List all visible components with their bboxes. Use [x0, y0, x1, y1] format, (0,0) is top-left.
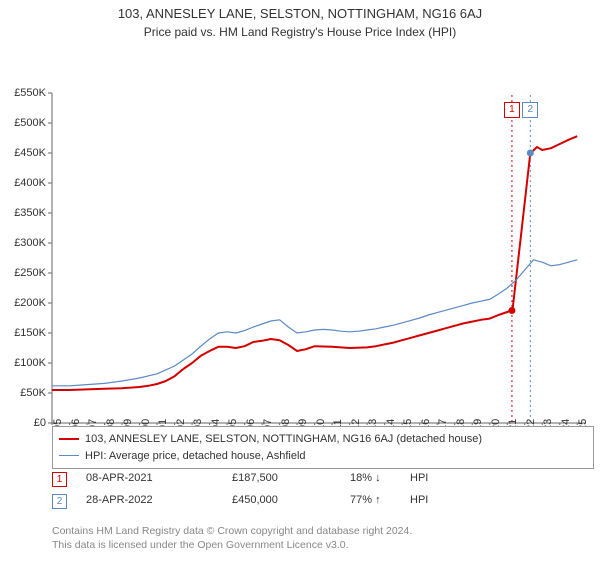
ytick-label: £250K: [0, 267, 46, 279]
chart-title: 103, ANNESLEY LANE, SELSTON, NOTTINGHAM,…: [0, 6, 600, 21]
marker-point: [508, 307, 515, 314]
ytick-label: £450K: [0, 147, 46, 159]
legend-label: 103, ANNESLEY LANE, SELSTON, NOTTINGHAM,…: [85, 433, 482, 445]
legend-swatch: [59, 438, 79, 440]
tx-date: 08-APR-2021: [86, 472, 153, 484]
tx-price: £187,500: [232, 472, 278, 484]
ytick-label: £150K: [0, 327, 46, 339]
tx-marker: 1: [52, 472, 79, 487]
tx-marker-icon: 1: [52, 472, 67, 487]
marker-tag: 2: [522, 102, 538, 118]
legend: 103, ANNESLEY LANE, SELSTON, NOTTINGHAM,…: [52, 426, 594, 469]
ytick-label: £300K: [0, 237, 46, 249]
footer-attribution: Contains HM Land Registry data © Crown c…: [52, 524, 412, 552]
tx-pct: 77% ↑: [350, 494, 381, 506]
tx-marker-icon: 2: [52, 494, 67, 509]
legend-item: HPI: Average price, detached house, Ashf…: [59, 448, 587, 465]
tx-vs: HPI: [410, 494, 428, 506]
ytick-label: £200K: [0, 297, 46, 309]
tx-marker: 2: [52, 494, 79, 509]
footer-line2: This data is licensed under the Open Gov…: [52, 538, 412, 552]
marker-tag: 1: [504, 102, 520, 118]
ytick-label: £400K: [0, 177, 46, 189]
tx-vs: HPI: [410, 472, 428, 484]
legend-item: 103, ANNESLEY LANE, SELSTON, NOTTINGHAM,…: [59, 431, 587, 448]
ytick-label: £550K: [0, 87, 46, 99]
series-price_paid: [52, 136, 577, 390]
series-hpi: [52, 260, 577, 386]
ytick-label: £350K: [0, 207, 46, 219]
chart-subtitle: Price paid vs. HM Land Registry's House …: [0, 25, 600, 39]
legend-label: HPI: Average price, detached house, Ashf…: [85, 450, 306, 462]
ytick-label: £0: [0, 417, 46, 429]
tx-price: £450,000: [232, 494, 278, 506]
tx-pct: 18% ↓: [350, 472, 381, 484]
tx-date: 28-APR-2022: [86, 494, 153, 506]
ytick-label: £100K: [0, 357, 46, 369]
footer-line1: Contains HM Land Registry data © Crown c…: [52, 524, 412, 538]
ytick-label: £50K: [0, 387, 46, 399]
marker-point: [527, 150, 534, 157]
legend-swatch: [59, 455, 79, 456]
ytick-label: £500K: [0, 117, 46, 129]
